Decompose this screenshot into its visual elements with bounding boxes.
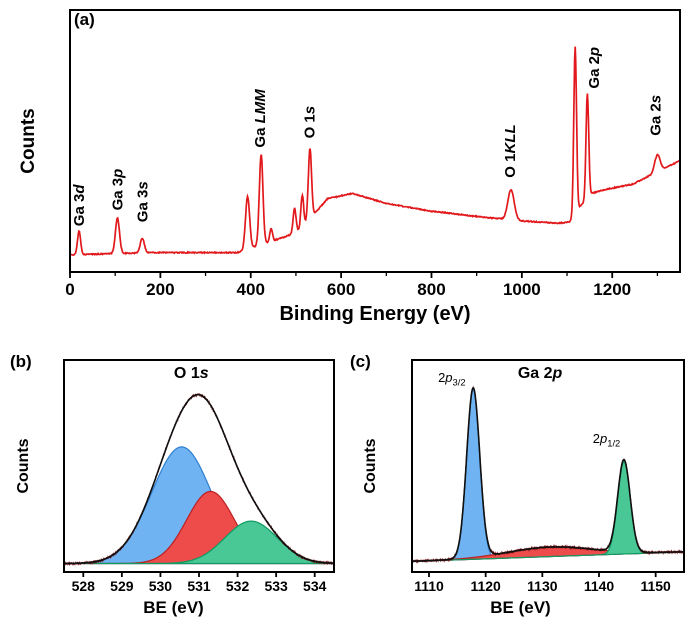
svg-text:O 1KLL: O 1KLL bbox=[502, 124, 519, 177]
svg-text:2p3/2: 2p3/2 bbox=[438, 370, 466, 388]
svg-text:1000: 1000 bbox=[503, 280, 541, 299]
svg-text:200: 200 bbox=[146, 280, 174, 299]
svg-text:528: 528 bbox=[72, 578, 96, 594]
panel-b-label: (b) bbox=[10, 352, 32, 371]
svg-text:2p1/2: 2p1/2 bbox=[593, 431, 621, 449]
svg-text:Ga 2s: Ga 2s bbox=[648, 95, 665, 136]
ga2p-x-axis-title: BE (eV) bbox=[490, 598, 551, 617]
svg-text:O 1s: O 1s bbox=[174, 365, 209, 382]
o1s-chart: 528 529 530 531 532 533 534 O 1s bbox=[63, 359, 335, 594]
svg-text:Ga 2p: Ga 2p bbox=[586, 47, 603, 89]
survey-spectrum-chart: 0 200 400 600 800 1000 1200 Ga 3d Ga 3p Ga 3s Ga L… bbox=[65, 9, 681, 299]
svg-text:1140: 1140 bbox=[584, 578, 615, 594]
svg-text:534: 534 bbox=[303, 578, 327, 594]
svg-text:1110: 1110 bbox=[414, 578, 444, 594]
svg-text:Ga 2p: Ga 2p bbox=[518, 365, 563, 382]
svg-text:Ga 3d: Ga 3d bbox=[71, 184, 88, 227]
ga2p-y-axis-title: Counts bbox=[362, 438, 379, 494]
svg-text:533: 533 bbox=[264, 578, 288, 594]
svg-text:1150: 1150 bbox=[640, 578, 671, 594]
ga2p-chart: 1110 1120 1130 1140 1150 Ga 2p 2p3/2 2p1/2 bbox=[411, 359, 685, 594]
svg-text:532: 532 bbox=[226, 578, 250, 594]
svg-text:Ga 3s: Ga 3s bbox=[134, 181, 151, 222]
svg-text:1200: 1200 bbox=[593, 280, 631, 299]
svg-text:600: 600 bbox=[327, 280, 355, 299]
panel-a-label: (a) bbox=[74, 10, 95, 29]
svg-text:1120: 1120 bbox=[470, 578, 501, 594]
panel-c-label: (c) bbox=[350, 352, 371, 371]
survey-y-axis-title: Counts bbox=[18, 108, 39, 174]
svg-text:0: 0 bbox=[65, 280, 74, 299]
svg-text:530: 530 bbox=[149, 578, 173, 594]
svg-text:531: 531 bbox=[187, 578, 211, 594]
svg-text:O 1s: O 1s bbox=[302, 106, 319, 139]
o1s-y-axis-title: Counts bbox=[15, 438, 32, 494]
survey-x-axis-title: Binding Energy (eV) bbox=[279, 303, 471, 325]
svg-text:Ga 3p: Ga 3p bbox=[109, 169, 126, 211]
svg-text:1130: 1130 bbox=[527, 578, 558, 594]
svg-text:529: 529 bbox=[110, 578, 134, 594]
svg-text:400: 400 bbox=[237, 280, 265, 299]
o1s-x-axis-title: BE (eV) bbox=[143, 598, 204, 617]
svg-text:Ga LMM: Ga LMM bbox=[252, 89, 269, 148]
svg-text:800: 800 bbox=[417, 280, 445, 299]
